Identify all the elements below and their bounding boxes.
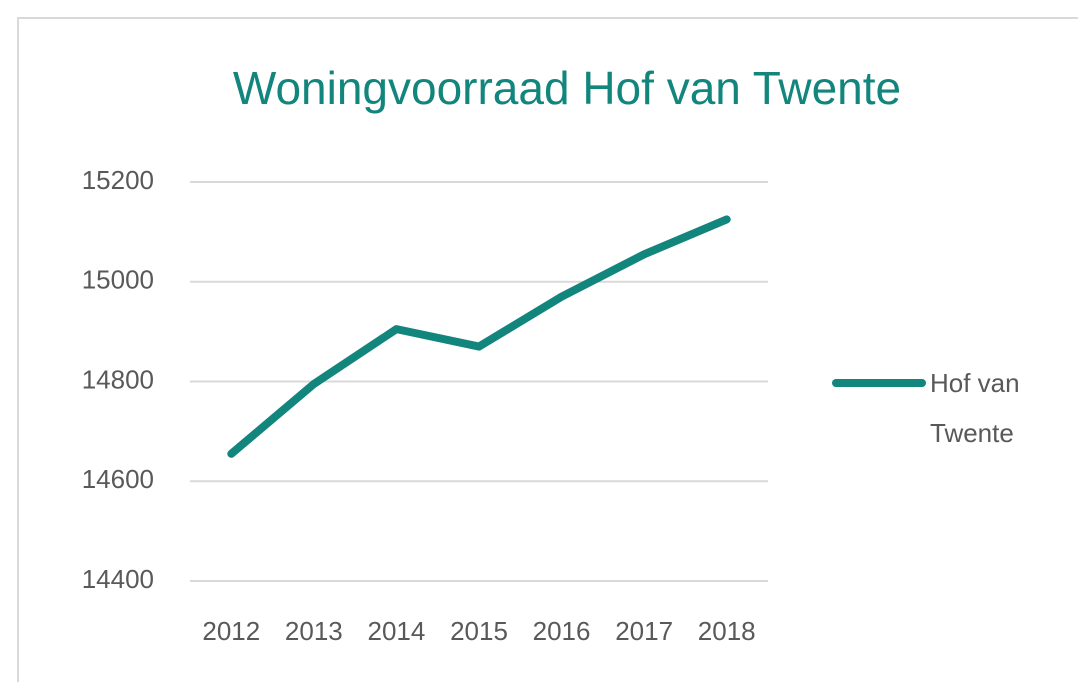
x-tick-label: 2014 [368, 616, 426, 646]
x-tick-label: 2015 [450, 616, 508, 646]
data-line [227, 215, 731, 458]
x-tick-label: 2016 [533, 616, 591, 646]
x-tick-label: 2018 [698, 616, 756, 646]
x-tick-label: 2012 [202, 616, 260, 646]
y-tick-label: 15000 [82, 265, 154, 295]
y-tick-label: 14400 [82, 564, 154, 594]
y-tick-label: 15200 [82, 165, 154, 195]
x-tick-label: 2013 [285, 616, 343, 646]
chart-frame [17, 17, 1078, 682]
legend-label: Hof van Twente [930, 368, 1020, 448]
y-tick-label: 14800 [82, 364, 154, 394]
y-tick-label: 14600 [82, 464, 154, 494]
x-tick-label: 2017 [615, 616, 673, 646]
chart-title: Woningvoorraad Hof van Twente [233, 62, 901, 114]
